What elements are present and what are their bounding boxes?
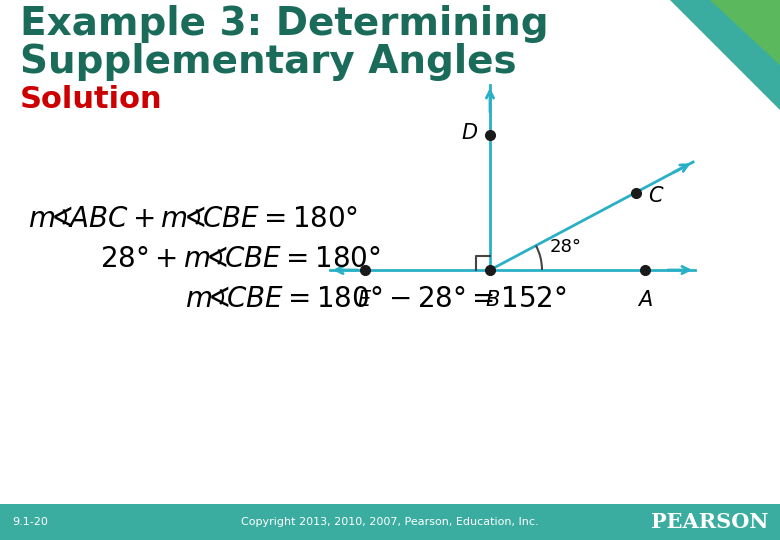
Text: PEARSON: PEARSON bbox=[651, 512, 768, 532]
Text: $B$: $B$ bbox=[485, 290, 501, 310]
Text: 9.1-20: 9.1-20 bbox=[12, 517, 48, 527]
Text: $m\!\sphericalangle\! CBE = 180° - 28° = 152°$: $m\!\sphericalangle\! CBE = 180° - 28° =… bbox=[185, 285, 566, 313]
Text: $C$: $C$ bbox=[647, 186, 665, 206]
Polygon shape bbox=[710, 0, 780, 65]
Text: 28°: 28° bbox=[550, 238, 582, 256]
Text: Example 3: Determining: Example 3: Determining bbox=[20, 5, 548, 43]
Text: $m\!\sphericalangle\! ABC + m\!\sphericalangle\! CBE = 180°$: $m\!\sphericalangle\! ABC + m\!\spherica… bbox=[28, 205, 358, 233]
Text: Supplementary Angles: Supplementary Angles bbox=[20, 43, 516, 81]
Text: $D$: $D$ bbox=[461, 123, 478, 143]
Text: $A$: $A$ bbox=[637, 290, 653, 310]
Text: Solution: Solution bbox=[20, 85, 162, 114]
Text: Copyright 2013, 2010, 2007, Pearson, Education, Inc.: Copyright 2013, 2010, 2007, Pearson, Edu… bbox=[241, 517, 539, 527]
Polygon shape bbox=[670, 0, 780, 110]
Text: $28° + m\!\sphericalangle\! CBE = 180°$: $28° + m\!\sphericalangle\! CBE = 180°$ bbox=[100, 245, 381, 273]
Text: $E$: $E$ bbox=[357, 290, 373, 310]
Bar bbox=[0, 504, 780, 540]
